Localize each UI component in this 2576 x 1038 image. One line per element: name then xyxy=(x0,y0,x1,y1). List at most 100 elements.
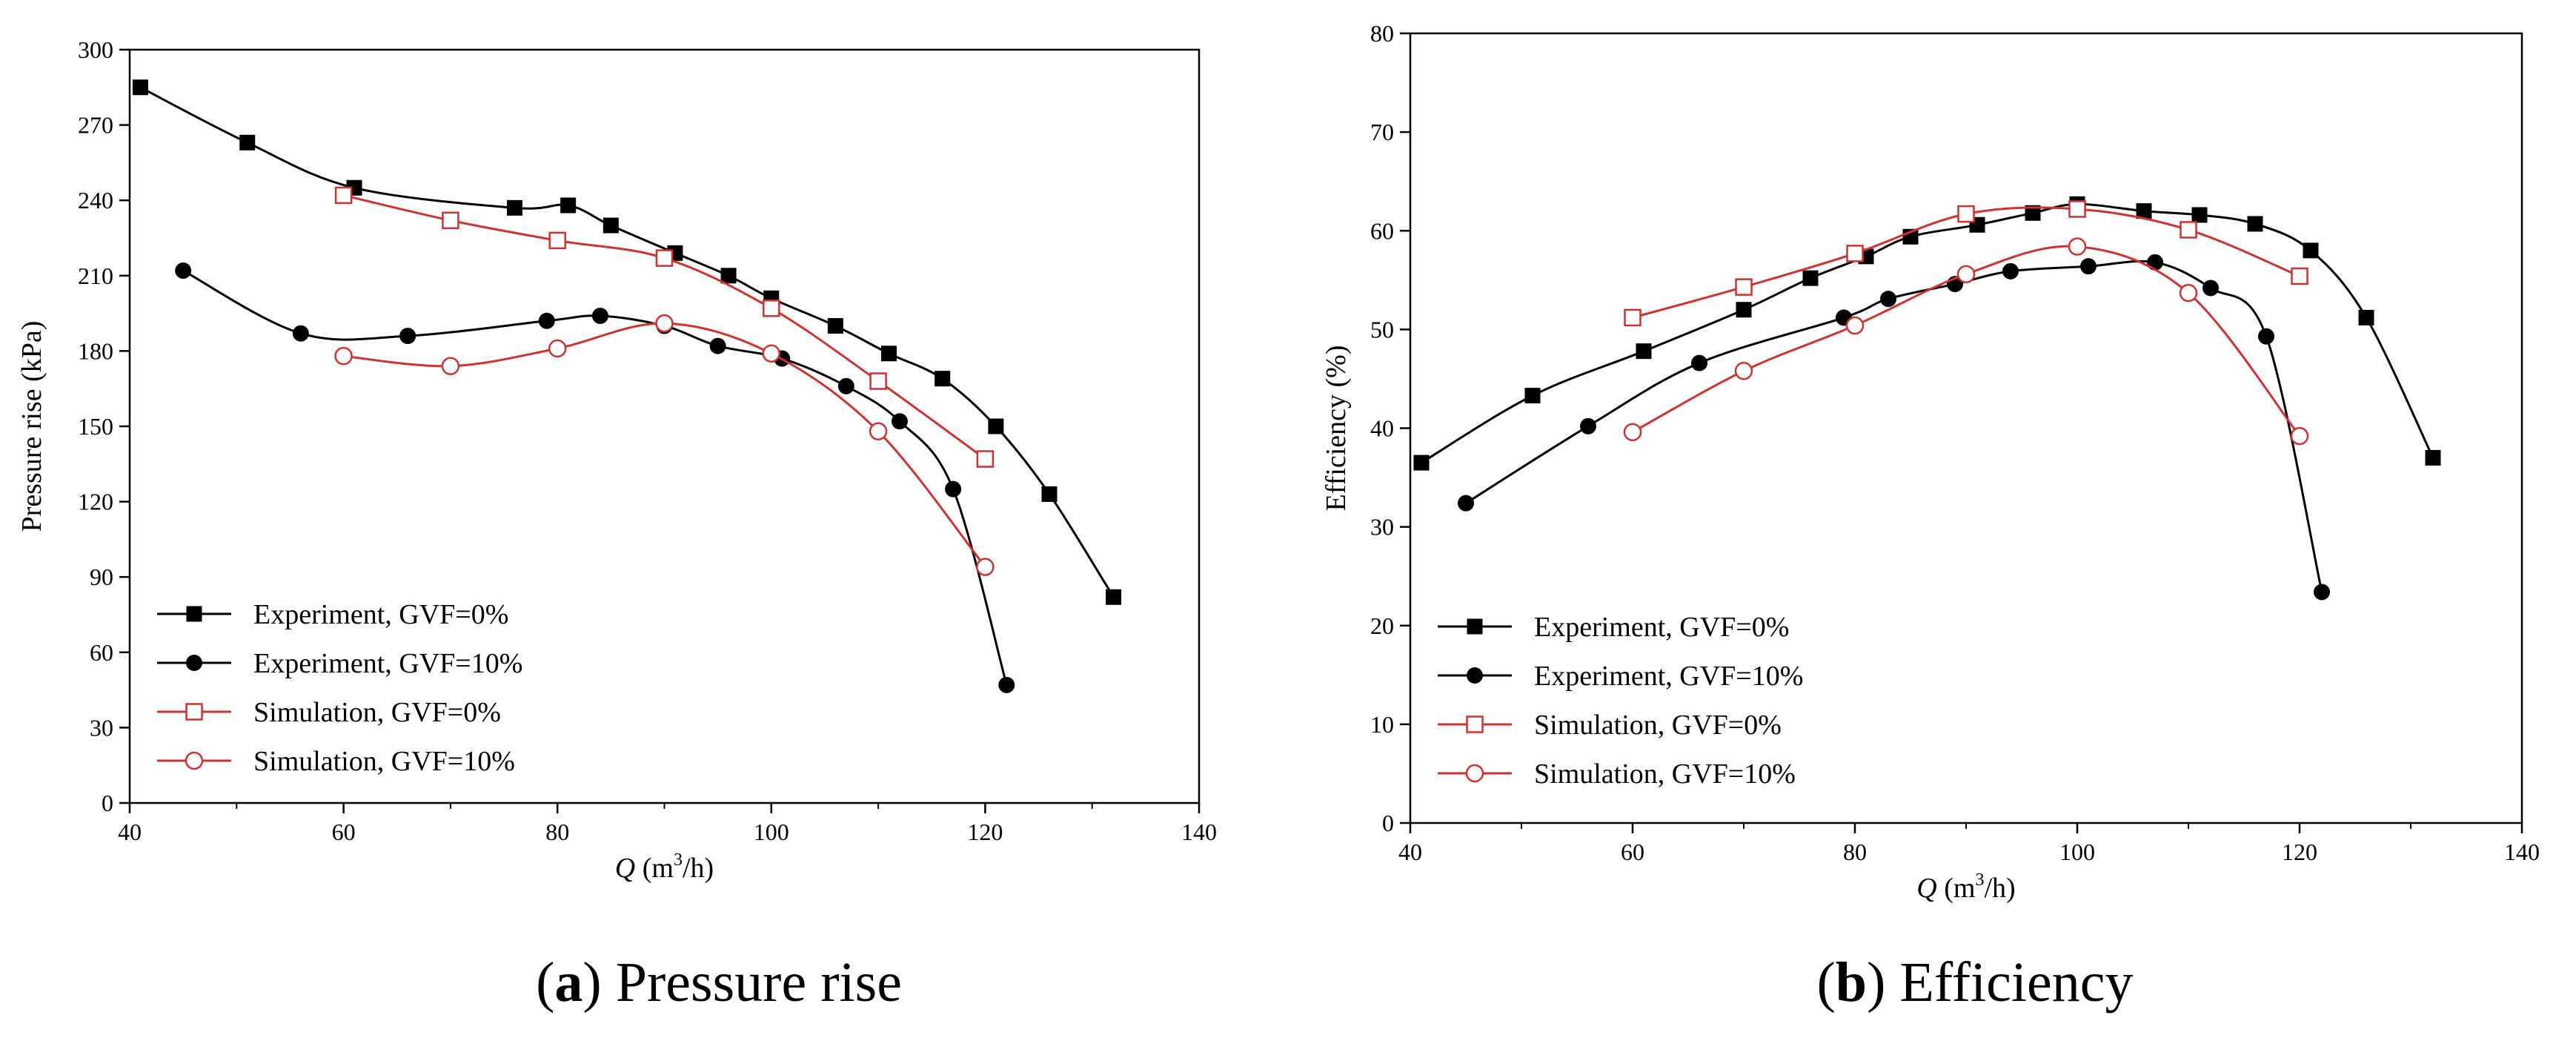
y-tick-label: 0 xyxy=(102,790,113,816)
data-point xyxy=(1413,454,1430,471)
x-axis-unit-superscript: 3 xyxy=(674,850,683,870)
y-tick-label: 270 xyxy=(78,112,113,139)
legend-entry: Experiment, GVF=0% xyxy=(1534,612,1789,643)
x-tick-label: 60 xyxy=(1621,839,1644,865)
data-point xyxy=(1636,343,1652,360)
y-tick-label: 210 xyxy=(78,262,113,289)
data-point xyxy=(1736,302,1752,318)
data-point xyxy=(548,231,566,250)
data-point xyxy=(1735,278,1753,296)
x-axis-unit: (m xyxy=(635,853,674,884)
legend: Experiment, GVF=0% Experiment, GVF=10% Sim… xyxy=(1438,612,1803,790)
data-point xyxy=(1580,417,1596,434)
data-point xyxy=(506,199,522,216)
data-point xyxy=(2358,309,2374,325)
caption-paren: ( xyxy=(1816,951,1835,1014)
x-tick-label: 120 xyxy=(967,819,1003,845)
x-axis-title: Q (m3/h) xyxy=(1916,870,2015,904)
series-2 xyxy=(1624,200,2308,327)
caption-paren: ) xyxy=(1867,951,1899,1014)
data-point xyxy=(891,413,908,430)
y-tick-label: 80 xyxy=(1370,20,1394,47)
legend-marker xyxy=(186,606,202,622)
series-line xyxy=(182,269,1008,686)
data-point xyxy=(334,186,353,205)
x-tick-label: 100 xyxy=(2059,839,2095,865)
data-point xyxy=(998,676,1015,693)
x-axis-symbol: Q xyxy=(1916,873,1936,904)
data-point xyxy=(1524,388,1541,404)
y-tick-label: 70 xyxy=(1370,119,1394,145)
x-axis-unit: /h) xyxy=(683,853,714,884)
data-point xyxy=(239,134,256,151)
data-point xyxy=(442,211,459,230)
series-0 xyxy=(1413,196,2441,471)
data-point xyxy=(2068,237,2087,256)
data-point xyxy=(869,372,887,390)
x-axis-unit: (m xyxy=(1937,873,1976,904)
series-line xyxy=(1421,202,2434,464)
series-3 xyxy=(334,314,995,576)
data-point xyxy=(334,346,353,366)
y-axis-title: Pressure rise (kPa) xyxy=(16,321,47,532)
data-point xyxy=(2303,242,2319,259)
legend-marker xyxy=(1467,618,1483,635)
x-tick-label: 120 xyxy=(2282,839,2317,865)
x-tick-label: 100 xyxy=(754,819,789,845)
data-point xyxy=(2179,283,2198,303)
legend-entry: Experiment, GVF=10% xyxy=(1534,661,1803,692)
legend-marker xyxy=(185,703,203,721)
data-point xyxy=(976,450,995,468)
data-point xyxy=(1624,308,1641,327)
series-line xyxy=(1632,206,2300,319)
y-tick-label: 20 xyxy=(1370,612,1394,639)
legend-entry: Experiment, GVF=10% xyxy=(253,648,522,679)
data-point xyxy=(1106,589,1122,605)
data-point xyxy=(976,558,995,576)
data-point xyxy=(2258,328,2274,345)
data-point xyxy=(2180,221,2197,239)
series-2 xyxy=(334,186,995,468)
data-point xyxy=(175,262,192,280)
legend-entry: Experiment, GVF=0% xyxy=(253,599,508,630)
data-point xyxy=(2247,216,2263,232)
data-point xyxy=(935,371,951,387)
legend-entry: Simulation, GVF=0% xyxy=(253,697,501,728)
caption-text: Pressure rise xyxy=(616,951,902,1014)
data-point xyxy=(881,346,897,362)
x-axis-symbol: Q xyxy=(615,853,635,884)
data-point xyxy=(762,344,781,363)
y-tick-label: 10 xyxy=(1370,711,1394,738)
data-point xyxy=(2080,258,2097,275)
x-tick-label: 80 xyxy=(545,819,569,845)
legend-marker xyxy=(1466,715,1484,733)
x-tick-label: 60 xyxy=(332,819,356,845)
data-point xyxy=(1957,205,1975,223)
x-tick-label: 40 xyxy=(1398,839,1422,865)
y-tick-label: 180 xyxy=(78,337,113,364)
data-point xyxy=(2002,262,2019,280)
data-point xyxy=(591,307,608,324)
data-point xyxy=(2314,584,2330,601)
data-point xyxy=(548,339,567,358)
series-line xyxy=(1465,260,2323,592)
data-point xyxy=(1041,486,1058,502)
x-axis-title: Q (m3/h) xyxy=(615,850,714,884)
x-axis-unit: /h) xyxy=(1984,873,2015,904)
y-tick-label: 150 xyxy=(78,413,113,440)
y-tick-label: 300 xyxy=(78,36,113,63)
legend-marker xyxy=(186,655,202,671)
chart-pressure-rise: 40 60 80 100 120 140 0 30 60 90 120 150 180 210 240 270… xyxy=(16,36,1217,884)
series-0 xyxy=(132,79,1122,605)
data-point xyxy=(399,328,416,345)
caption-letter: b xyxy=(1836,951,1867,1014)
caption-letter: a xyxy=(554,951,582,1014)
data-point xyxy=(720,268,737,284)
y-tick-label: 30 xyxy=(1370,514,1394,541)
x-tick-label: 140 xyxy=(1181,819,1217,845)
data-point xyxy=(1458,495,1474,512)
data-point xyxy=(1880,291,1896,308)
series-line xyxy=(139,86,1115,598)
legend-entry: Simulation, GVF=10% xyxy=(1534,758,1796,790)
